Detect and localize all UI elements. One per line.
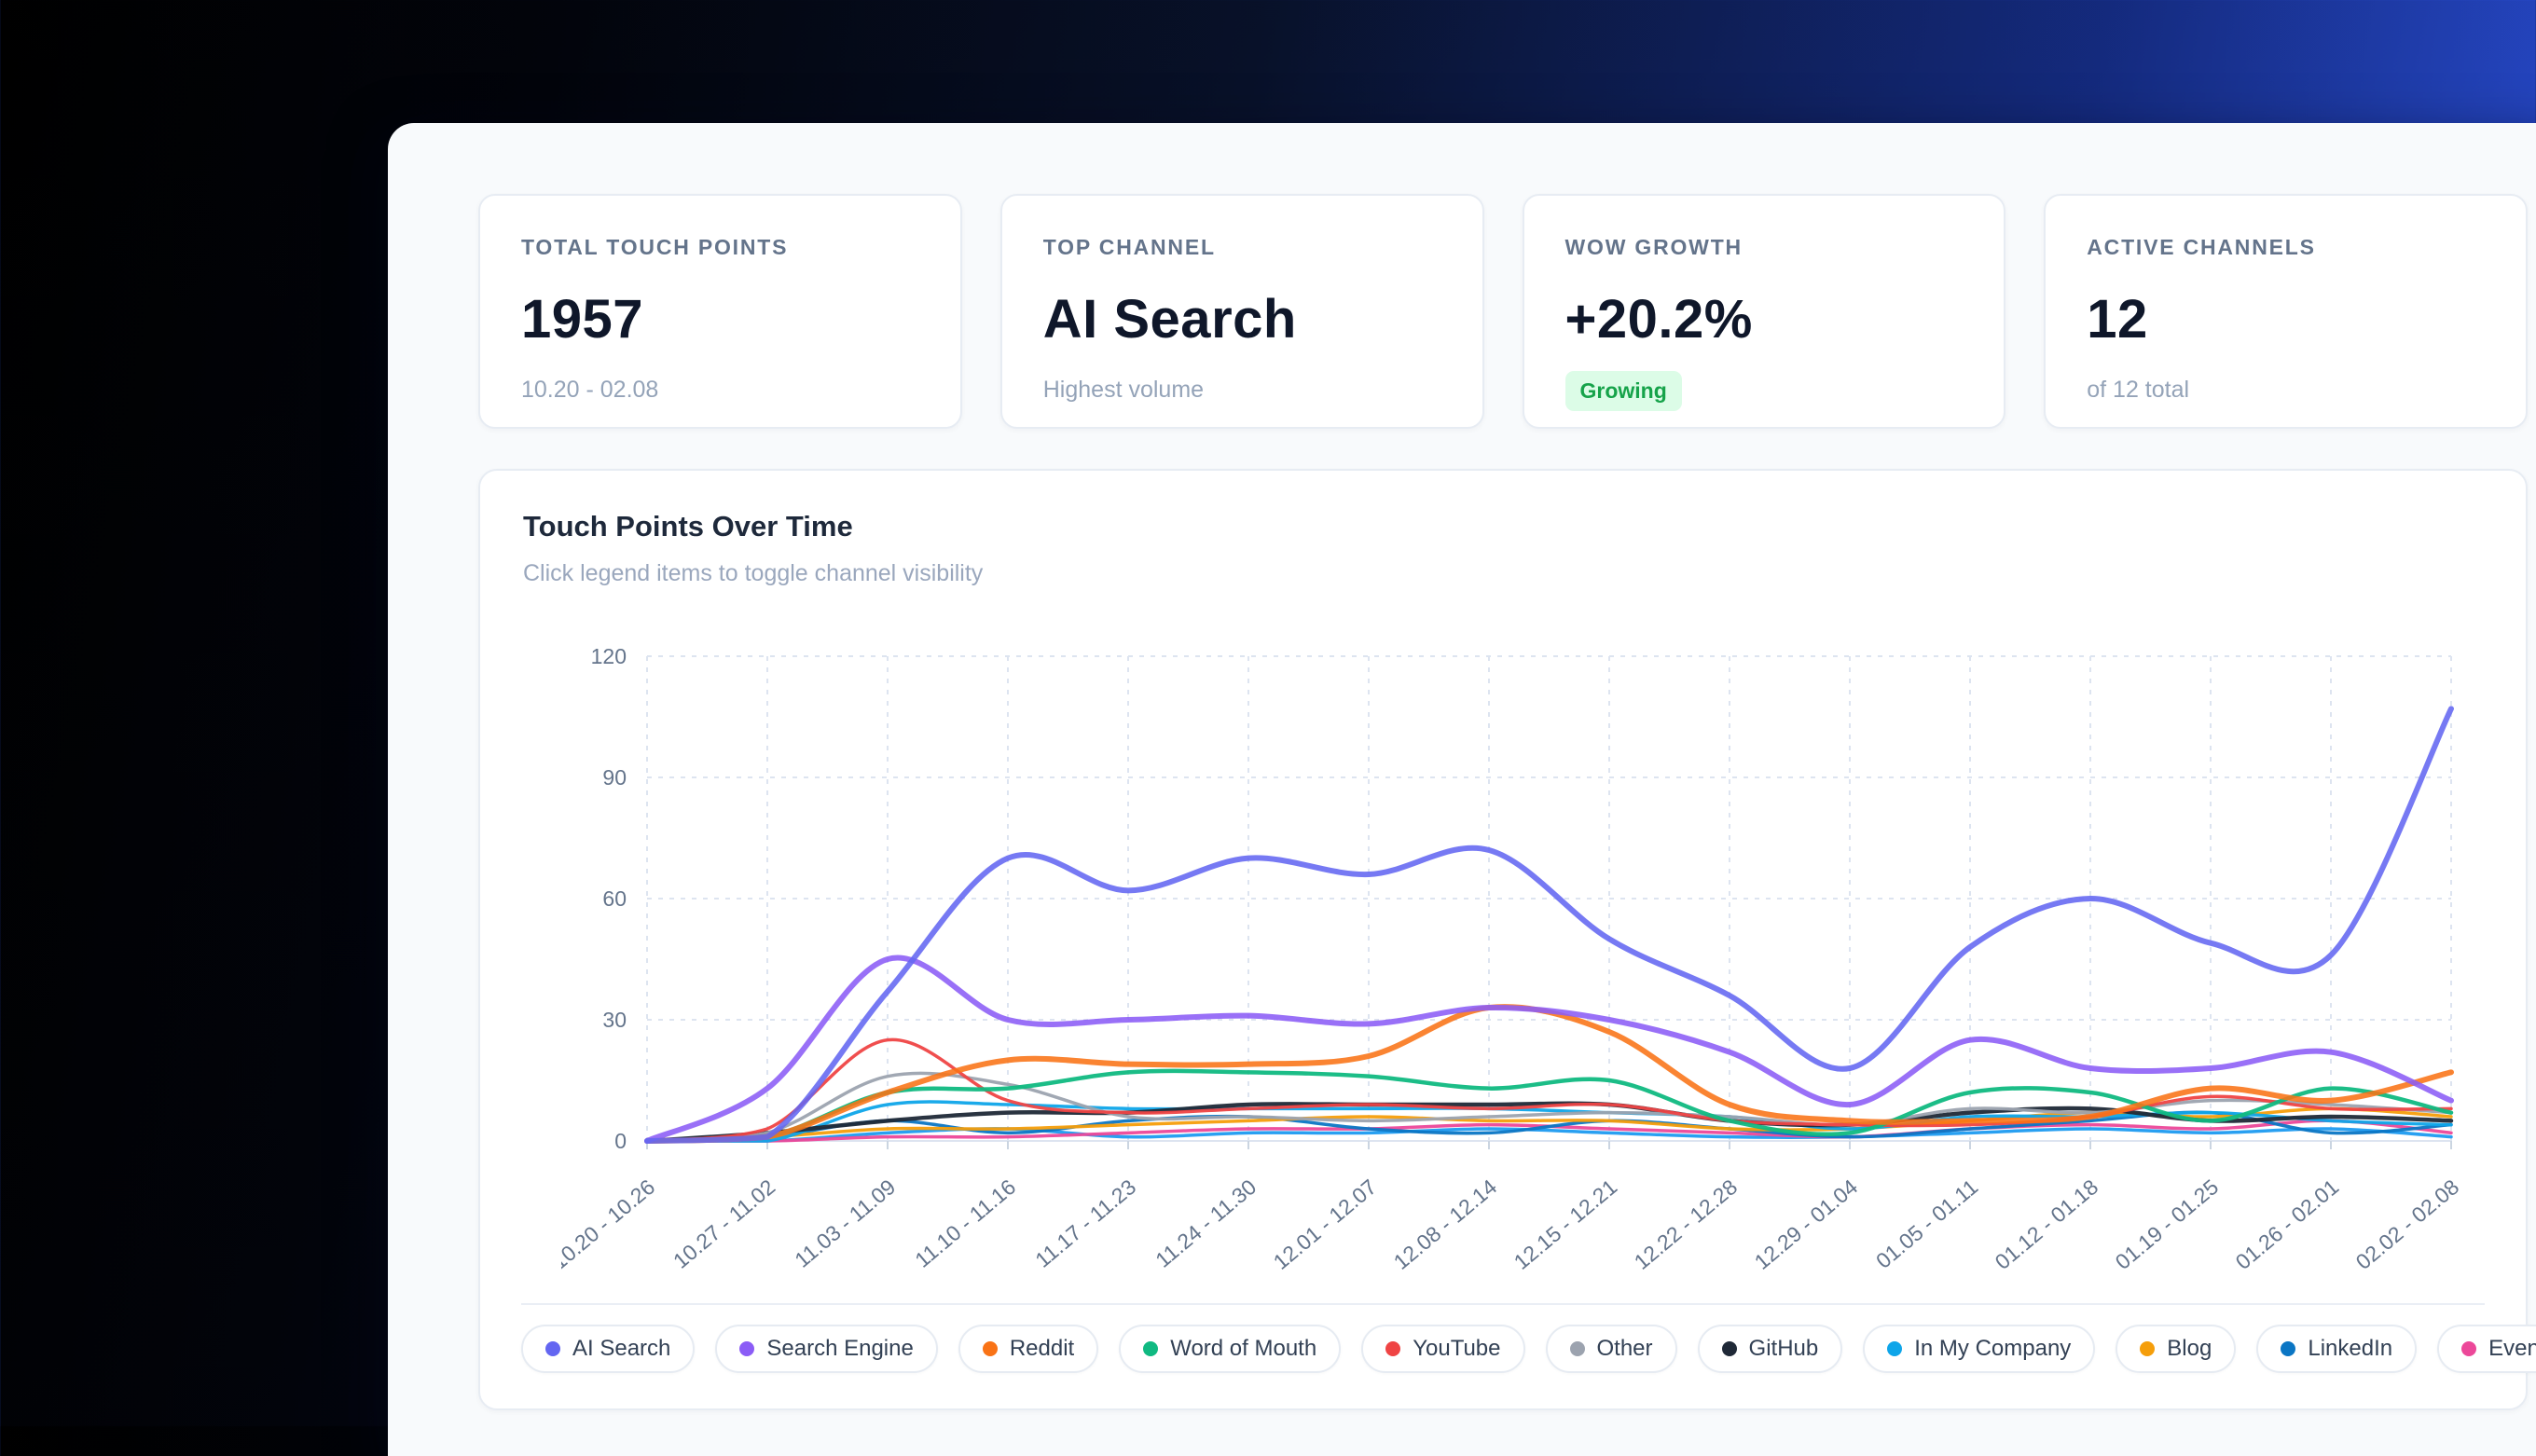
stat-card-total-touch-points: TOTAL TOUCH POINTS 1957 10.20 - 02.08 [478, 194, 962, 429]
legend-item-label: Search Engine [766, 1336, 914, 1361]
gridlines-group [646, 655, 2452, 1149]
x-tick-label: 12.15 - 12.21 [1509, 1174, 1622, 1274]
x-tick-label: 12.08 - 12.14 [1389, 1174, 1502, 1274]
legend-dot-word-of-mouth [1143, 1341, 1159, 1356]
dashboard-screen: { "stats": [ {"label": "TOTAL TOUCH POIN… [0, 0, 2536, 1426]
x-tick-label: 01.12 - 01.18 [1991, 1174, 2103, 1274]
legend-separator [521, 1303, 2485, 1305]
chart-subtitle: Click legend items to toggle channel vis… [523, 560, 984, 586]
legend-dot-other [1569, 1341, 1585, 1356]
legend-item-other[interactable]: Other [1545, 1325, 1677, 1373]
legend-dot-in-my-company [1887, 1341, 1903, 1356]
legend-dot-reddit [982, 1341, 998, 1356]
x-tick-label: 02.02 - 02.08 [2351, 1174, 2464, 1274]
stat-label: TOTAL TOUCH POINTS [521, 235, 789, 259]
legend-item-event[interactable]: Event [2437, 1325, 2536, 1373]
legend-dot-linkedin [2281, 1341, 2296, 1356]
x-tick-label: 11.17 - 11.23 [1030, 1174, 1140, 1272]
x-tick-label: 10.27 - 11.02 [668, 1174, 779, 1273]
series-line-twitter [645, 1127, 2453, 1143]
legend-item-label: GitHub [1748, 1336, 1819, 1361]
stat-value: 1957 [521, 289, 644, 350]
legend-item-label: In My Company [1914, 1336, 2072, 1361]
legend-item-linkedin[interactable]: LinkedIn [2256, 1325, 2418, 1373]
y-tick-label: 120 [591, 644, 627, 668]
legend-item-blog[interactable]: Blog [2116, 1325, 2237, 1373]
legend-dot-search-engine [739, 1341, 755, 1356]
x-tick-label: 11.10 - 11.16 [910, 1174, 1020, 1272]
axis-labels-group: 0 30 60 90 120 10.20 - 10.26 10.27 - 11.02 11.0… [561, 644, 2463, 1274]
stat-label: WOW GROWTH [1564, 235, 1743, 259]
x-tick-label: 11.03 - 11.09 [790, 1174, 900, 1272]
legend-item-label: AI Search [572, 1336, 671, 1361]
legend-item-ai-search[interactable]: AI Search [521, 1325, 696, 1373]
series-line-search-engine [644, 955, 2454, 1144]
legend-item-label: Other [1596, 1336, 1653, 1361]
x-tick-label: 12.01 - 12.07 [1269, 1174, 1382, 1274]
x-tick-label: 01.05 - 01.11 [1871, 1174, 1982, 1273]
series-group [644, 706, 2454, 1144]
stats-row: TOTAL TOUCH POINTS 1957 10.20 - 02.08 TO… [478, 194, 2528, 429]
legend-dot-ai-search [545, 1341, 560, 1356]
x-tick-label: 12.22 - 12.28 [1630, 1174, 1743, 1274]
legend-item-label: LinkedIn [2308, 1336, 2393, 1361]
legend-dot-blog [2140, 1341, 2156, 1356]
y-tick-label: 60 [602, 886, 627, 911]
series-line-github [644, 1101, 2454, 1144]
stat-subtext: 10.20 - 02.08 [521, 377, 659, 403]
series-line-ai-search [644, 706, 2454, 1144]
legend-item-label: Event [2488, 1336, 2536, 1361]
legend-item-label: YouTube [1413, 1336, 1501, 1361]
stat-subtext: of 12 total [2087, 377, 2190, 403]
stat-value: AI Search [1042, 289, 1297, 350]
chart-title: Touch Points Over Time [523, 510, 853, 543]
stat-card-active-channels: ACTIVE CHANNELS 12 of 12 total [2044, 194, 2528, 429]
legend-item-youtube[interactable]: YouTube [1361, 1325, 1525, 1373]
x-tick-label: 01.26 - 02.01 [2231, 1174, 2344, 1274]
legend-item-search-engine[interactable]: Search Engine [715, 1325, 938, 1373]
legend-item-reddit[interactable]: Reddit [958, 1325, 1099, 1373]
legend-item-label: Word of Mouth [1170, 1336, 1317, 1361]
status-badge-growing: Growing [1564, 371, 1682, 411]
legend-item-github[interactable]: GitHub [1697, 1325, 1843, 1373]
content-panel: TOTAL TOUCH POINTS 1957 10.20 - 02.08 TO… [388, 123, 2536, 1456]
legend-dot-youtube [1385, 1341, 1401, 1356]
stat-card-wow-growth: WOW GROWTH +20.2% Growing [1522, 194, 2006, 429]
legend-item-label: Reddit [1009, 1336, 1075, 1361]
legend-item-in-my-company[interactable]: In My Company [1863, 1325, 2096, 1373]
stat-value: 12 [2087, 289, 2148, 350]
stat-subtext: Highest volume [1042, 377, 1205, 403]
stat-value: +20.2% [1564, 289, 1753, 350]
y-tick-label: 30 [602, 1008, 627, 1032]
x-tick-label: 11.24 - 11.30 [1151, 1174, 1261, 1272]
x-tick-label: 01.19 - 01.25 [2111, 1174, 2224, 1274]
x-tick-label: 12.29 - 01.04 [1750, 1174, 1863, 1274]
stat-label: TOP CHANNEL [1042, 235, 1216, 259]
stat-label: ACTIVE CHANNELS [2087, 235, 2316, 259]
x-tick-label: 10.20 - 10.26 [561, 1174, 659, 1274]
series-line-word-of-mouth [644, 1068, 2454, 1144]
legend-item-word-of-mouth[interactable]: Word of Mouth [1119, 1325, 1342, 1373]
legend-dot-github [1721, 1341, 1737, 1356]
stat-card-top-channel: TOP CHANNEL AI Search Highest volume [999, 194, 1484, 429]
touch-points-chart-card: Touch Points Over Time Click legend item… [478, 469, 2536, 1410]
chart-svg[interactable]: 0 30 60 90 120 10.20 - 10.26 10.27 - 11.02 11.0… [561, 636, 2482, 1288]
legend-dot-event [2461, 1341, 2477, 1356]
legend-item-label: Blog [2167, 1336, 2212, 1361]
y-tick-label: 90 [602, 765, 627, 790]
chart-legend: AI Search Search Engine Reddit Word of Mout… [521, 1325, 2536, 1373]
y-tick-label: 0 [614, 1129, 627, 1153]
